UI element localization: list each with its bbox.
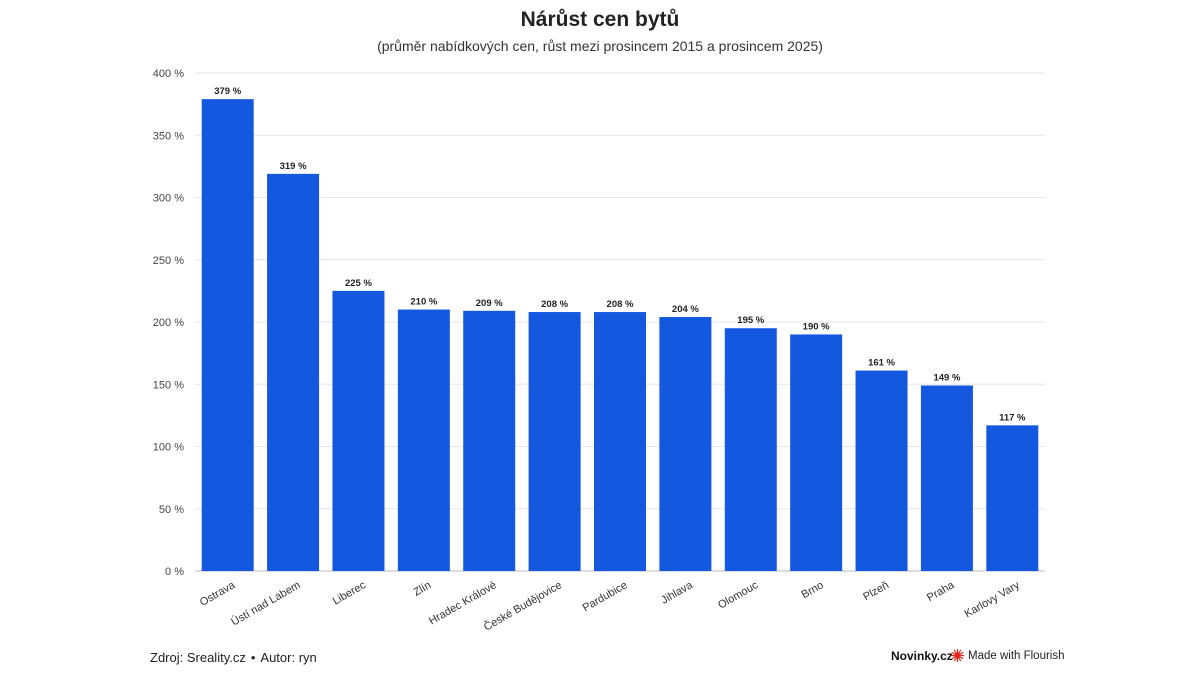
bar[interactable] <box>594 312 646 571</box>
source-text: Zdroj: Sreality.cz <box>150 650 246 665</box>
y-tick-label: 250 % <box>153 255 184 267</box>
chart-subtitle: (průměr nabídkových cen, růst mezi prosi… <box>377 38 823 54</box>
y-tick-label: 150 % <box>153 379 184 391</box>
bar[interactable] <box>920 385 973 571</box>
value-label: 149 % <box>933 372 960 383</box>
brand-text: Novinky.cz <box>891 649 953 663</box>
value-label: 208 % <box>541 299 568 310</box>
y-axis: 0 % 50 % 100 % 150 % 200 % 250 % 300 % 350 % 400… <box>153 68 184 578</box>
y-tick-label: 200 % <box>153 317 184 329</box>
value-label: 379 % <box>214 86 241 97</box>
value-labels: 379 % 319 % 225 % 210 % 209 % 208 % 208 % 204 %… <box>214 86 1026 423</box>
y-tick-label: 100 % <box>153 442 184 454</box>
x-tick-label: Plzeň <box>861 579 891 603</box>
author-text: Autor: ryn <box>260 650 317 665</box>
value-label: 319 % <box>280 161 307 172</box>
x-tick-label: Liberec <box>331 579 369 608</box>
x-tick-label: Jihlava <box>659 579 695 607</box>
value-label: 161 % <box>868 358 895 369</box>
bars <box>201 99 1039 572</box>
y-tick-label: 350 % <box>153 130 184 142</box>
x-tick-label: Pardubice <box>581 579 630 614</box>
bar[interactable] <box>463 310 516 571</box>
chart-title: Nárůst cen bytů <box>520 8 680 31</box>
flourish-icon <box>951 649 964 662</box>
bar[interactable] <box>397 309 450 571</box>
y-tick-label: 0 % <box>165 566 184 578</box>
bar[interactable] <box>201 99 254 572</box>
bar[interactable] <box>724 328 777 571</box>
novinky-logo[interactable]: Novinky.cz <box>891 649 953 663</box>
value-label: 225 % <box>345 278 372 289</box>
value-label: 204 % <box>672 304 699 315</box>
value-label: 195 % <box>737 315 764 326</box>
value-label: 208 % <box>607 299 634 310</box>
y-tick-label: 400 % <box>153 68 184 80</box>
bar[interactable] <box>528 312 581 571</box>
footer-separator: • <box>250 650 256 665</box>
bar[interactable] <box>659 317 712 571</box>
value-label: 209 % <box>476 298 503 309</box>
x-tick-label: Karlovy Vary <box>963 579 1023 620</box>
bar[interactable] <box>332 290 385 571</box>
value-label: 190 % <box>803 321 830 332</box>
value-label: 117 % <box>999 412 1026 423</box>
flourish-text: Made with Flourish <box>968 649 1065 662</box>
bar[interactable] <box>790 334 843 571</box>
x-tick-label: Olomouc <box>716 579 761 612</box>
bar[interactable] <box>855 370 908 571</box>
x-tick-label: Brno <box>800 579 826 601</box>
x-tick-label: Ostrava <box>198 579 238 609</box>
x-tick-label: Zlín <box>411 579 433 599</box>
bar[interactable] <box>986 425 1039 571</box>
bar[interactable] <box>267 173 320 571</box>
y-tick-label: 50 % <box>159 504 184 516</box>
value-label: 210 % <box>410 297 437 308</box>
x-tick-label: Praha <box>925 579 957 605</box>
y-tick-label: 300 % <box>153 193 184 205</box>
source-credit: Zdroj: Sreality.cz • Autor: ryn <box>150 650 317 665</box>
x-tick-label: Ústí nad Labem <box>229 578 303 628</box>
made-with-flourish-link[interactable]: Made with Flourish <box>951 649 1065 662</box>
